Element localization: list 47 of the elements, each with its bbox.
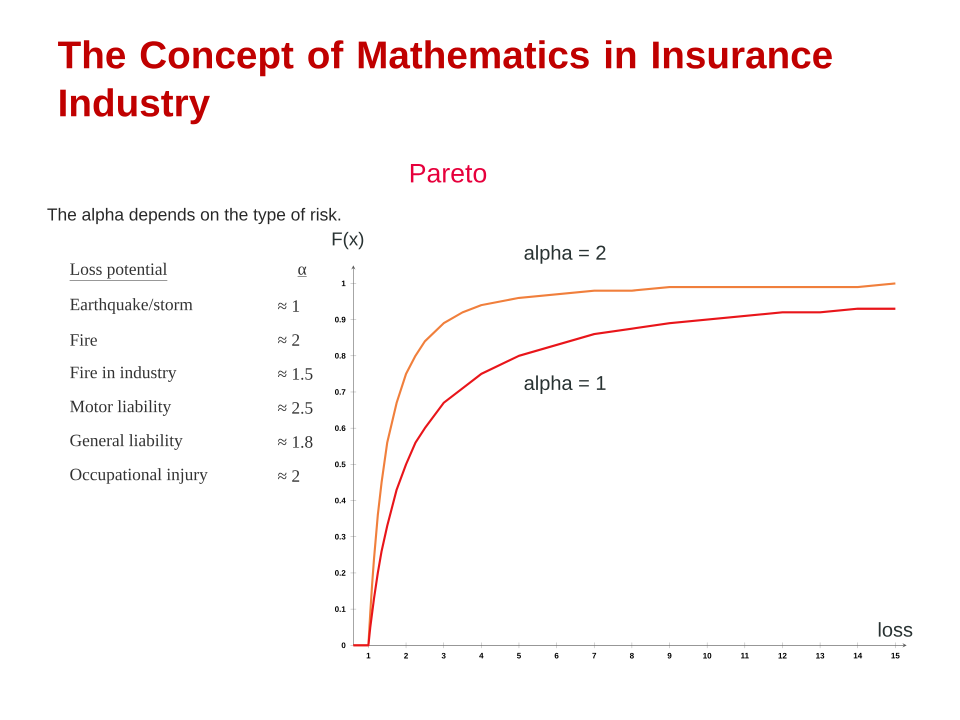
text: Occupational injury — [70, 468, 208, 484]
chart-title: The Concept of Mathematics in Insurance Industry — [58, 40, 832, 124]
text: Motor liability — [70, 400, 172, 416]
series-label: alpha = 1 — [524, 375, 606, 394]
y-tick-label: 0.4 — [334, 498, 346, 504]
x-tick-label: 3 — [442, 652, 446, 659]
x-tick-label: 2 — [404, 652, 408, 658]
x-tick-label: 8 — [630, 652, 634, 659]
y-tick-label: 0.8 — [334, 352, 346, 359]
x-tick-label: 9 — [668, 652, 672, 659]
y-tick-label: 0.6 — [334, 425, 346, 432]
x-tick-label: 10 — [703, 652, 712, 659]
y-axis-title: F(x) — [332, 232, 364, 250]
y-tick-label: 0.7 — [334, 389, 346, 395]
text: ≈ 1.5 — [278, 368, 312, 380]
text: Fire — [70, 334, 97, 346]
y-tick-label: 0.9 — [334, 316, 346, 322]
y-tick-label: 0.1 — [334, 606, 346, 612]
x-tick-label: 13 — [816, 652, 824, 659]
text: ≈ 1.8 — [278, 436, 312, 448]
y-tick-label: 0.5 — [334, 462, 346, 468]
x-tick-label: 11 — [741, 652, 749, 658]
y-tick-label: 0.3 — [334, 534, 346, 540]
text: ≈ 2.5 — [278, 402, 312, 414]
series-label: alpha = 2 — [524, 245, 606, 264]
x-tick-label: 15 — [891, 652, 900, 658]
x-tick-label: 7 — [592, 652, 596, 658]
text: General liability — [70, 434, 183, 450]
x-tick-label: 5 — [516, 652, 521, 658]
text: Earthquake/storm — [70, 298, 193, 314]
text: ≈ 2 — [278, 334, 300, 346]
y-tick-label: 0.2 — [334, 570, 346, 576]
y-tick-label: 1 — [342, 280, 346, 286]
text: The alpha depends on the type of risk. — [47, 208, 340, 224]
chart-subtitle: Pareto — [410, 164, 486, 183]
x-tick-label: 6 — [554, 652, 559, 659]
x-tick-label: 12 — [778, 652, 787, 658]
text: α — [298, 266, 306, 275]
text: ≈ 1 — [278, 300, 300, 312]
x-axis-title: loss — [878, 622, 912, 637]
x-tick-label: 1 — [366, 652, 370, 658]
x-tick-label: 4 — [479, 652, 484, 658]
y-tick-label: 0 — [342, 642, 346, 648]
text: Fire in industry — [70, 366, 176, 382]
text: ≈ 2 — [278, 470, 300, 482]
x-tick-label: 14 — [854, 652, 862, 658]
text: Loss potential — [70, 262, 168, 278]
